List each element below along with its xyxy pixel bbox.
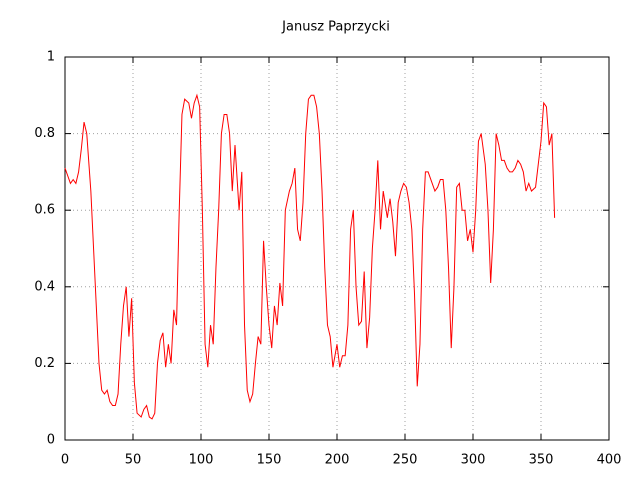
x-tick-label: 50 xyxy=(125,453,142,468)
y-tick-label: 0 xyxy=(47,433,55,448)
y-tick-label: 0.8 xyxy=(34,126,55,141)
x-tick-label: 300 xyxy=(461,453,486,468)
x-tick-label: 150 xyxy=(257,453,282,468)
x-tick-label: 100 xyxy=(189,453,214,468)
plot-frame xyxy=(64,56,610,441)
y-tick-label: 0.2 xyxy=(34,356,55,371)
x-tick-label: 200 xyxy=(325,453,350,468)
y-tick-label: 0.6 xyxy=(34,203,55,218)
y-tick-label: 0.4 xyxy=(34,279,55,294)
x-tick-label: 250 xyxy=(393,453,418,468)
x-tick-label: 400 xyxy=(597,453,622,468)
x-tick-label: 0 xyxy=(61,453,69,468)
series-line xyxy=(64,93,556,420)
y-tick-label: 1 xyxy=(47,50,55,65)
chart-title: Janusz Paprzycki xyxy=(281,20,390,35)
x-tick-label: 350 xyxy=(529,453,554,468)
